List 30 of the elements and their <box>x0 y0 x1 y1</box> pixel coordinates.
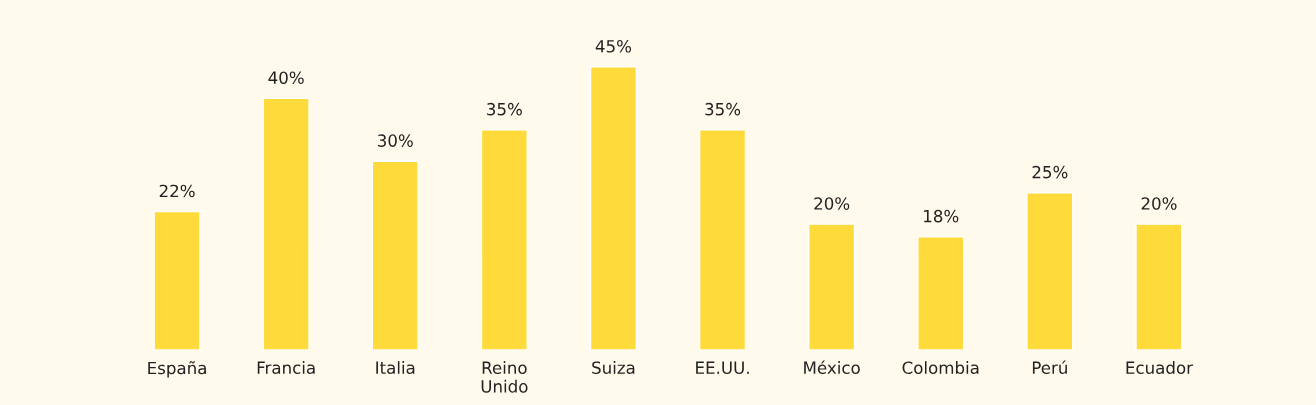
data-label: 20% <box>814 197 850 210</box>
data-label: 20% <box>1141 197 1177 210</box>
x-tick-label: EE.UU. <box>696 361 749 375</box>
data-label: 45% <box>595 39 632 53</box>
bar <box>589 66 638 350</box>
data-label: 30% <box>378 134 413 147</box>
data-label: 18% <box>924 209 959 223</box>
x-tick-label: Colombia <box>902 361 979 375</box>
data-label: 40% <box>268 71 304 85</box>
bar <box>1135 223 1183 350</box>
bar <box>480 129 528 350</box>
bar <box>371 160 419 350</box>
x-tick-label: Francia <box>257 361 315 375</box>
data-label: 25% <box>1032 165 1068 179</box>
data-label: 35% <box>705 102 741 116</box>
x-tick-label: Perú <box>1032 360 1067 375</box>
x-tick-label: México <box>804 360 860 375</box>
bar <box>262 97 310 350</box>
data-label: 22% <box>159 184 195 198</box>
bar <box>917 236 965 350</box>
bar <box>808 223 856 350</box>
data-label: 35% <box>487 102 522 116</box>
x-tick-label: Suiza <box>592 361 635 375</box>
x-tick-label: España <box>148 361 206 378</box>
x-tick-label: Reino Unido <box>481 361 528 393</box>
bar <box>698 129 747 350</box>
x-tick-label: Ecuador <box>1126 361 1193 375</box>
bar <box>153 210 201 350</box>
x-tick-label: Italia <box>376 361 415 375</box>
bar <box>1026 192 1074 350</box>
